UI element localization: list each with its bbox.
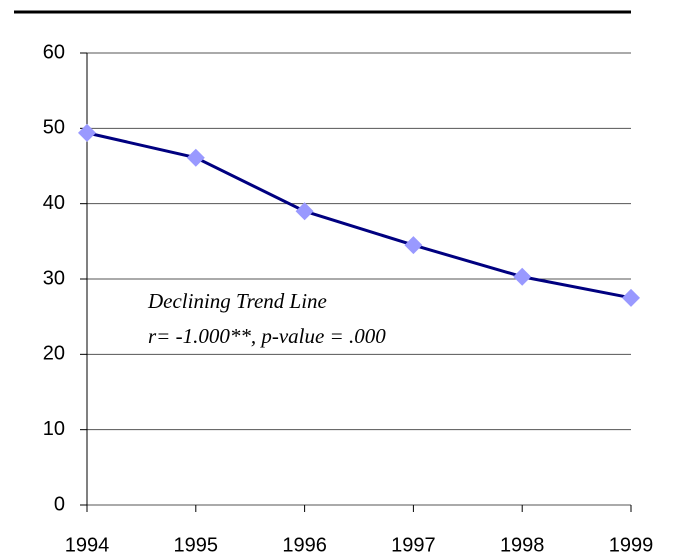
y-tick-label: 30 [43,267,65,289]
y-tick-label: 50 [43,117,65,139]
x-tick-label: 1996 [282,534,327,556]
annotation: Declining Trend Line [147,289,327,313]
x-tick-label: 1997 [391,534,436,556]
y-tick-label: 20 [43,343,65,365]
data-marker [404,236,423,255]
y-tick-label: 0 [54,493,65,515]
data-marker [622,288,640,307]
data-line [86,131,632,300]
annotation: r= -1.000**, p-value = .000 [148,324,386,348]
data-marker [513,267,532,286]
y-tick-label: 10 [43,418,65,440]
x-tick-label: 1995 [174,534,219,556]
y-tick-label: 40 [43,192,65,214]
data-marker [78,123,96,142]
data-marker [186,148,205,167]
x-tick-label: 1998 [500,534,545,556]
x-tick-label: 1999 [609,534,654,556]
data-marker [295,202,314,221]
x-tick-label: 1994 [65,534,110,556]
y-tick-label: 60 [43,41,65,63]
